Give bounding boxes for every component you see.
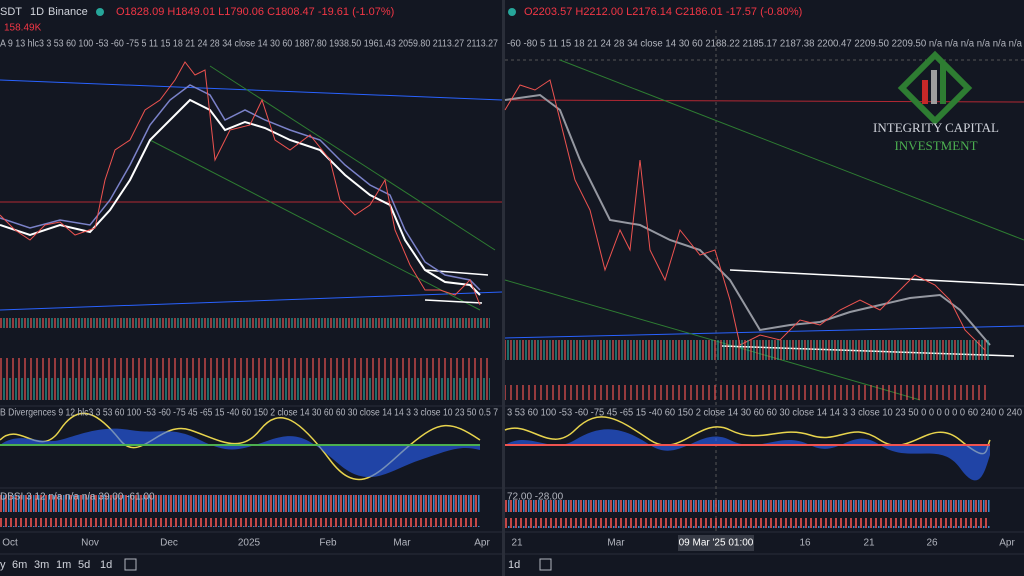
- toolbar-button[interactable]: 6m: [12, 559, 27, 571]
- toolbar-button[interactable]: 1d: [508, 559, 520, 571]
- moving-average: [504, 93, 991, 346]
- logo-text: INVESTMENT: [894, 138, 977, 153]
- calendar-icon: [124, 558, 137, 571]
- crosshair-label: 09 Mar '25 01:00: [679, 538, 754, 549]
- x-axis-label: Dec: [160, 538, 178, 549]
- channel-line: [209, 65, 496, 251]
- moving-average: [0, 84, 481, 291]
- channel-line: [149, 139, 481, 311]
- toolbar-button[interactable]: 5d: [78, 559, 90, 571]
- level-line: [504, 99, 1024, 103]
- ohlc: O2203.57 H2212.00 L2176.14 C2186.01 -17.…: [524, 6, 802, 18]
- right-chart: [504, 30, 1024, 532]
- indicator-label: DBSI 3 12 n/a n/a n/a 39.00 -61.00: [0, 492, 155, 503]
- interval: 1D: [30, 6, 44, 18]
- x-axis-label: 2025: [238, 538, 261, 549]
- logo: [897, 50, 973, 126]
- volume-label: 158.49K: [4, 23, 42, 34]
- exchange: Binance: [48, 6, 88, 18]
- logo-bar: [922, 80, 928, 104]
- box-line: [424, 299, 483, 304]
- indicator-label: 3 53 60 100 -53 -60 -75 45 -65 15 -40 60…: [507, 408, 1022, 419]
- toolbar-button[interactable]: 3m: [34, 559, 49, 571]
- calendar-icon: [539, 558, 552, 571]
- indicator-label: 72.00 -28.00: [507, 492, 564, 503]
- pane-divider: [502, 0, 505, 576]
- x-axis-label: Mar: [607, 538, 625, 549]
- indicator-label: B Divergences 9 12 hlc3 3 53 60 100 -53 …: [0, 408, 498, 419]
- ohlc: O1828.09 H1849.01 L1790.06 C1808.47 -19.…: [116, 6, 394, 18]
- dbsi-bars: [0, 495, 480, 527]
- trend-line: [504, 325, 1024, 339]
- oscillator-area: [0, 428, 480, 478]
- indicator-label: A 9 13 hlc3 3 53 60 100 -53 -60 -75 5 11…: [0, 39, 498, 50]
- x-axis-label: Mar: [393, 538, 411, 549]
- oscillator-line: [504, 416, 991, 455]
- price-line: [0, 61, 481, 306]
- x-axis-label: Nov: [81, 538, 99, 549]
- symbol: SDT: [0, 6, 22, 18]
- price-line: [504, 79, 986, 351]
- logo-diamond: [897, 50, 973, 126]
- trend-line: [0, 79, 503, 101]
- indicator-label: -60 -80 5 11 15 18 21 24 28 34 close 14 …: [507, 39, 1022, 50]
- trend-line: [0, 291, 503, 311]
- toolbar-button[interactable]: 1m: [56, 559, 71, 571]
- x-axis-label: 26: [926, 538, 938, 549]
- dbsi-bars: [505, 500, 990, 528]
- logo-bar: [940, 62, 946, 104]
- left-chart: [0, 61, 503, 527]
- moving-average: [0, 98, 481, 296]
- volume-bars: [505, 340, 990, 400]
- x-axis-label: 16: [799, 538, 811, 549]
- box-line: [729, 269, 1024, 286]
- toolbar-button[interactable]: 1d: [100, 559, 112, 571]
- x-axis-label: Apr: [474, 538, 490, 549]
- status-dot: [96, 8, 104, 16]
- oscillator-area: [505, 429, 990, 481]
- toolbar-button[interactable]: y: [0, 559, 6, 571]
- x-axis-label: Oct: [2, 538, 18, 549]
- x-axis-label: 21: [863, 538, 875, 549]
- status-dot: [508, 8, 516, 16]
- volume-bars: [0, 318, 490, 400]
- logo-bar: [931, 70, 937, 104]
- x-axis-label: Apr: [999, 538, 1015, 549]
- x-axis-label: Feb: [319, 538, 337, 549]
- channel-line: [559, 59, 1024, 241]
- logo-text: INTEGRITY CAPITAL: [873, 120, 999, 135]
- crosshair-box: [678, 535, 754, 551]
- x-axis-label: 21: [511, 538, 523, 549]
- box-line: [424, 269, 489, 276]
